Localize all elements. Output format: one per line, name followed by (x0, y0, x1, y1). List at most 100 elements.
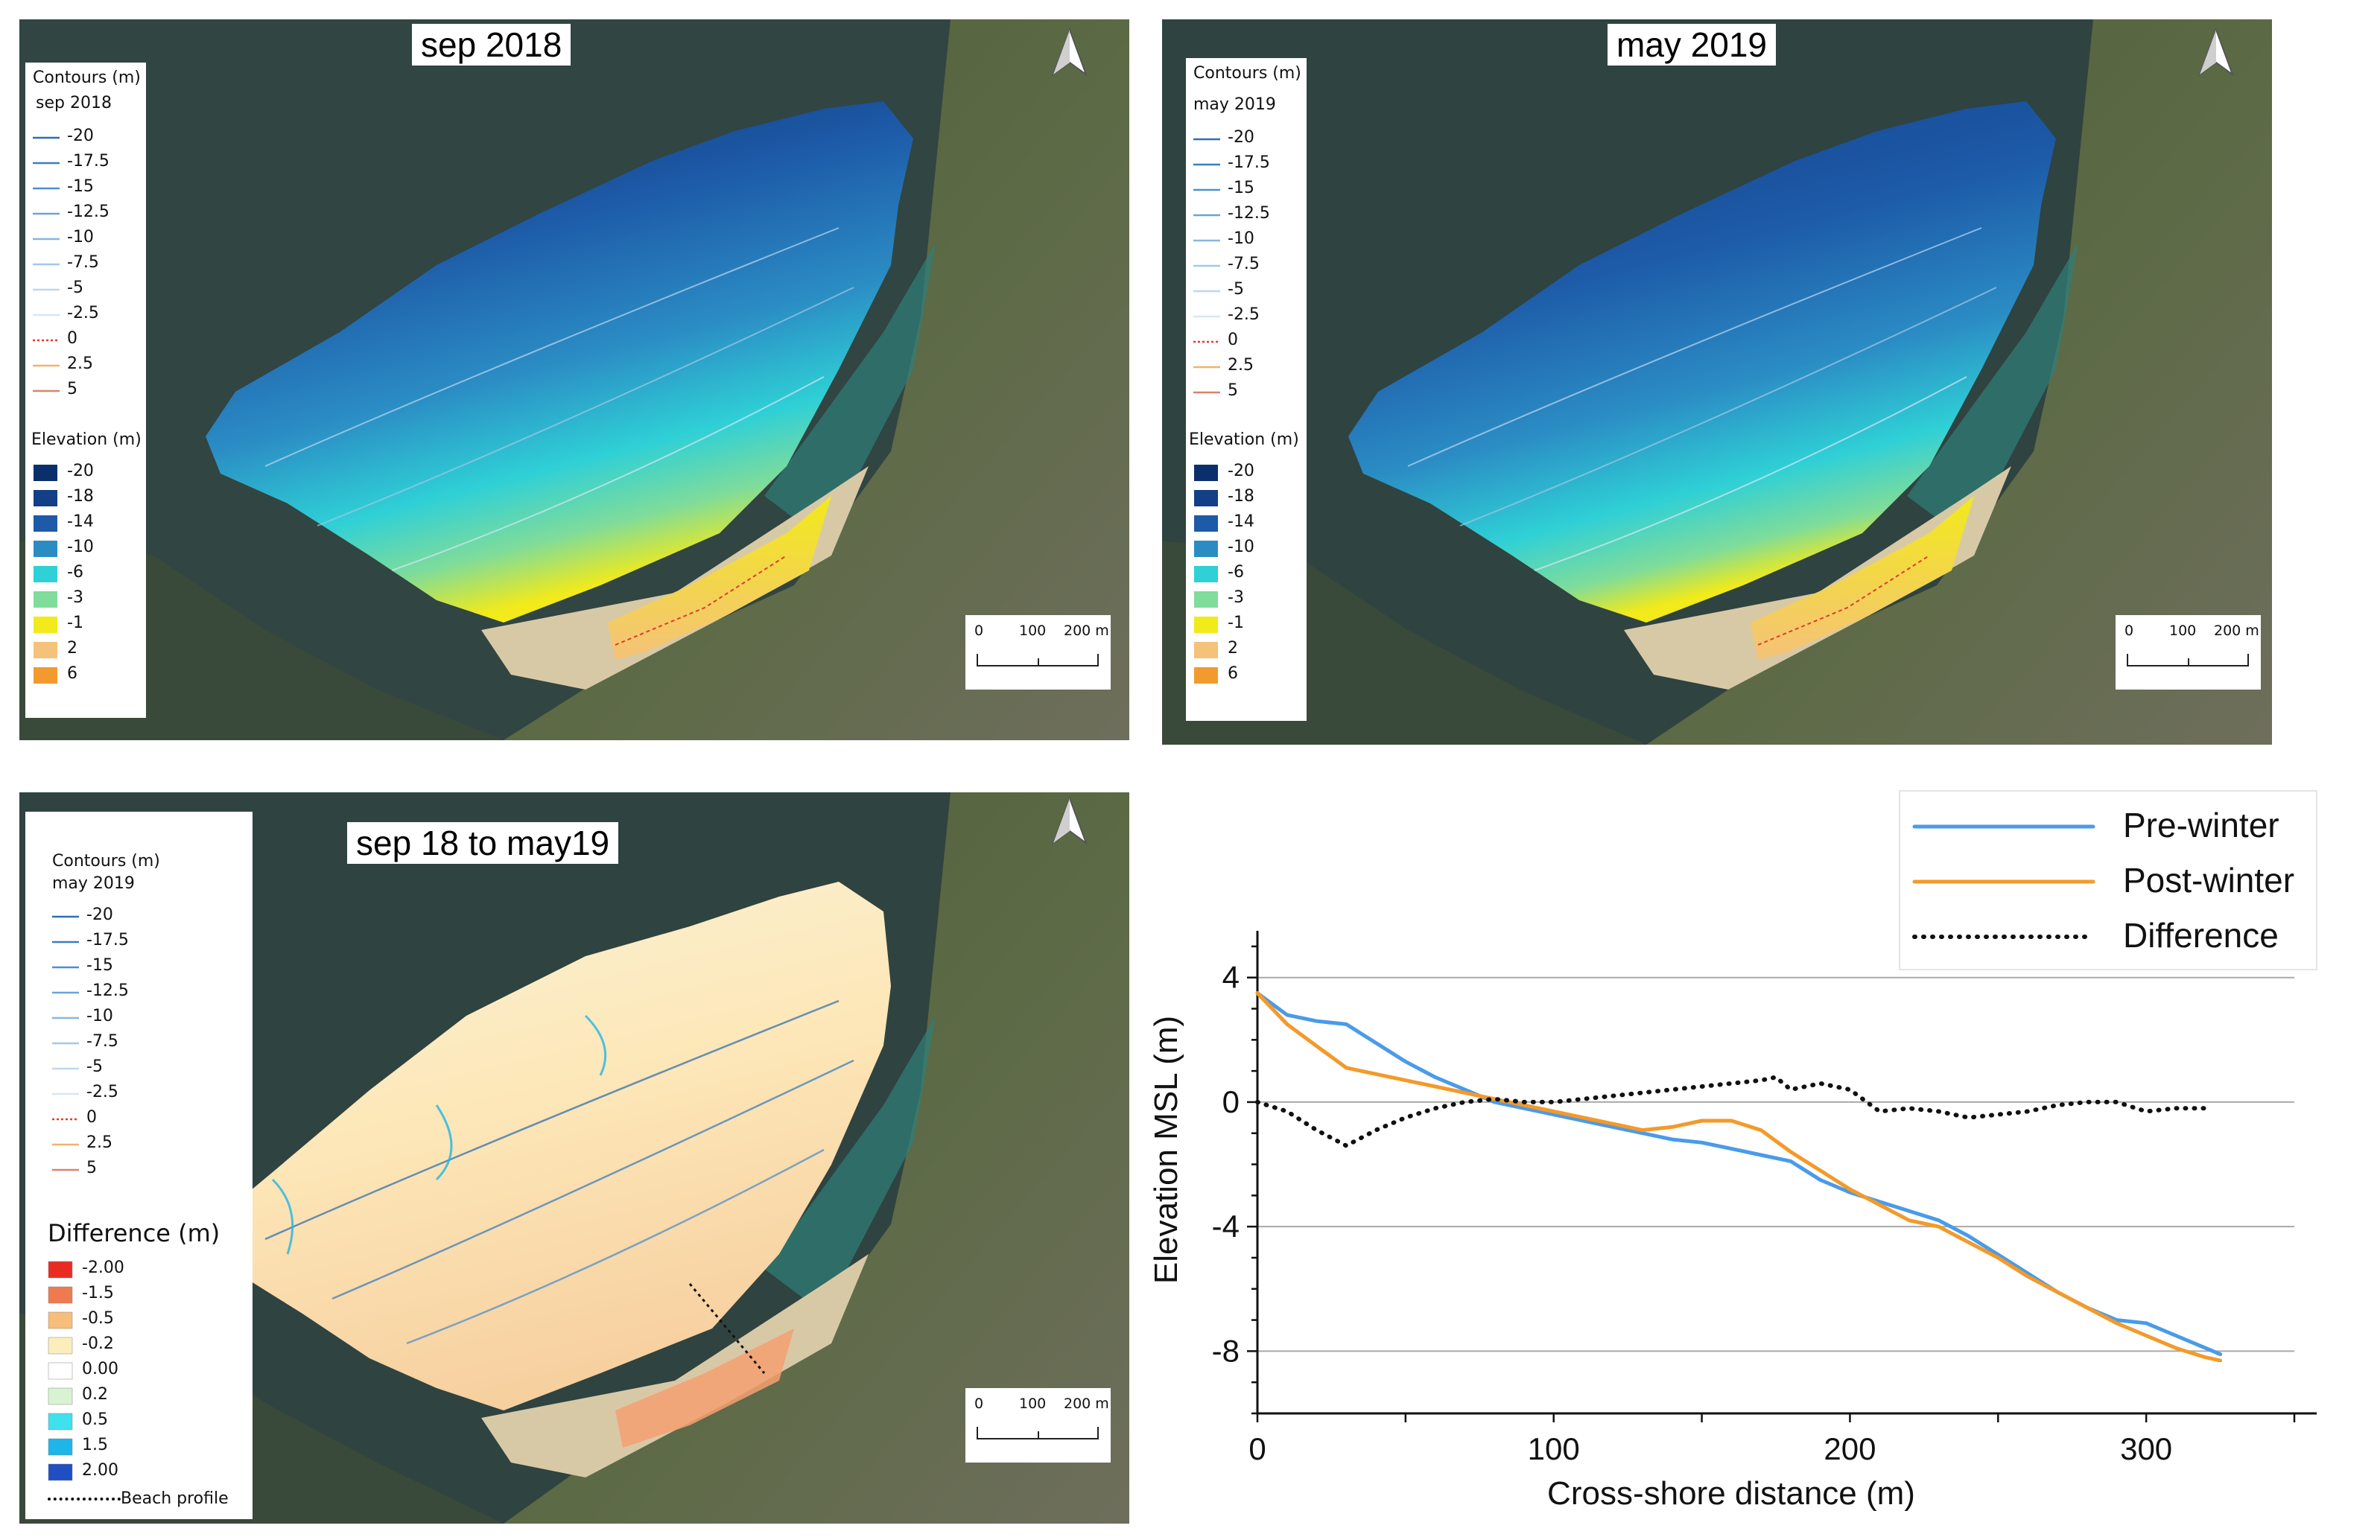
legend-label: -10 (67, 228, 94, 246)
legend-label: -17.5 (1228, 153, 1270, 172)
legend-label: 5 (67, 380, 77, 398)
legend-swatch (51, 1083, 80, 1110)
legend-label: 0.5 (82, 1410, 108, 1429)
legend-swatch (48, 1410, 73, 1437)
legend-label: -17.5 (86, 931, 129, 949)
legend-swatch (1192, 381, 1222, 408)
legend-swatch (31, 228, 61, 255)
beach-profile-chart: 4 0 -4 -8 0 100 200 300 Cross-shore distance (m)… (1148, 790, 2317, 1512)
legend-label: -20 (67, 127, 94, 145)
legend-swatch (33, 462, 58, 489)
series-line-difference (1255, 1075, 2208, 1148)
legend-label: 6 (1228, 664, 1238, 683)
scale-bar: 0 100 200 m (965, 615, 1111, 690)
legend-label: -20 (67, 462, 94, 480)
legend-swatch (1193, 512, 1219, 539)
x-tick-label: 300 (2120, 1431, 2172, 1466)
legend-swatch (31, 152, 61, 179)
scale-bar: 0 100 200 m (2116, 615, 2261, 690)
x-tick-label: 0 (1248, 1431, 1266, 1466)
legend-label: -7.5 (67, 253, 99, 272)
legend-label: -14 (67, 512, 94, 531)
beach-sand (481, 1254, 869, 1477)
map-panel-difference: sep 18 to may19 Contours (m) may 2019 -2… (19, 792, 1129, 1524)
legend-swatch (1193, 614, 1219, 640)
north-arrow-icon (1047, 27, 1092, 83)
legend-swatch (51, 981, 80, 1008)
legend-label: 2 (1228, 639, 1238, 658)
legend-label: -0.2 (82, 1334, 114, 1353)
legend-label: -5 (67, 279, 83, 297)
legend-label: -15 (86, 956, 113, 975)
legend-label: 2.5 (86, 1133, 112, 1152)
elevation-legend-title: Elevation (m) (1189, 430, 1299, 449)
contours-legend-title: Contours (m) (52, 852, 160, 871)
beach-difference (615, 1329, 794, 1448)
legend-swatch (51, 1032, 80, 1059)
legend-swatch (31, 380, 61, 407)
legend-swatch (51, 931, 80, 958)
map-title: sep 18 to may19 (347, 822, 619, 864)
legend-label: -12.5 (1228, 204, 1270, 223)
legend-swatch (1193, 588, 1219, 615)
difference-legend-title: Difference (m) (48, 1219, 220, 1247)
legend-swatch (33, 614, 58, 640)
legend-label: -6 (67, 563, 83, 582)
legend-label: -14 (1228, 512, 1254, 531)
legend-swatch (1192, 255, 1222, 281)
legend-swatch (1193, 563, 1219, 590)
legend-swatch (48, 1385, 73, 1412)
legend-label: -20 (86, 906, 113, 924)
beach-elevation (1751, 496, 1974, 660)
contours-legend-subtitle: may 2019 (52, 874, 135, 893)
legend-swatch (1192, 331, 1222, 357)
y-axis-label: Elevation MSL (m) (1148, 1016, 1184, 1284)
legend-label: -15 (67, 177, 94, 196)
legend-swatch (31, 354, 61, 381)
legend-label: 2.5 (67, 354, 93, 373)
legend-swatch (33, 563, 58, 590)
beach-sand (481, 466, 869, 690)
y-tick-label: 0 (1222, 1084, 1240, 1119)
scale-label: 0 (974, 623, 984, 639)
bathymetry-surface (1348, 101, 2056, 623)
legend-swatch (1192, 153, 1222, 180)
legend-label: -15 (1228, 179, 1254, 197)
legend-swatch (1193, 664, 1219, 691)
legend: Contours (m) sep 2018 -20 -17.5 -15 -12.5 -1… (25, 63, 146, 718)
legend-label: -17.5 (67, 152, 110, 171)
legend-label: 5 (86, 1159, 97, 1177)
scale-label: 200 m (1064, 1396, 1109, 1412)
legend-label: -20 (1228, 462, 1254, 480)
legend-swatch (1192, 179, 1222, 206)
x-tick-label: 200 (1824, 1431, 1876, 1466)
beach-sand (1624, 466, 2011, 690)
legend-swatch (51, 1133, 80, 1160)
legend-swatch (33, 664, 58, 691)
scale-bar-graphic (977, 1427, 1099, 1439)
legend-swatch (48, 1284, 73, 1311)
legend-swatch (31, 177, 61, 204)
legend-label: 0 (67, 329, 77, 348)
satellite-basemap (19, 19, 1129, 740)
legend-label: -10 (86, 1007, 113, 1025)
difference-surface (228, 882, 891, 1410)
legend-label: -12.5 (67, 203, 110, 221)
legend-swatch (33, 538, 58, 564)
legend-label: -20 (1228, 128, 1254, 147)
contours-legend-title: Contours (m) (1193, 64, 1301, 83)
legend-label: -5 (86, 1057, 103, 1076)
beach-profile-label: Beach profile (121, 1489, 229, 1508)
series-line-post-winter (1255, 991, 2223, 1363)
legend-label: -0.5 (82, 1309, 114, 1328)
map-panel-sep-2018: sep 2018 Contours (m) sep 2018 -20 -17.5 -… (19, 19, 1129, 740)
y-tick-label: 4 (1222, 960, 1240, 995)
legend-label: -10 (67, 538, 94, 556)
x-tick-label: 100 (1528, 1431, 1580, 1466)
zero-contour (1757, 555, 1930, 646)
legend-swatch (51, 1108, 80, 1135)
legend-swatch (48, 1309, 73, 1336)
legend-label: -6 (1228, 563, 1244, 582)
scale-label: 100 (1019, 623, 1047, 639)
north-arrow-icon (1047, 795, 1092, 851)
